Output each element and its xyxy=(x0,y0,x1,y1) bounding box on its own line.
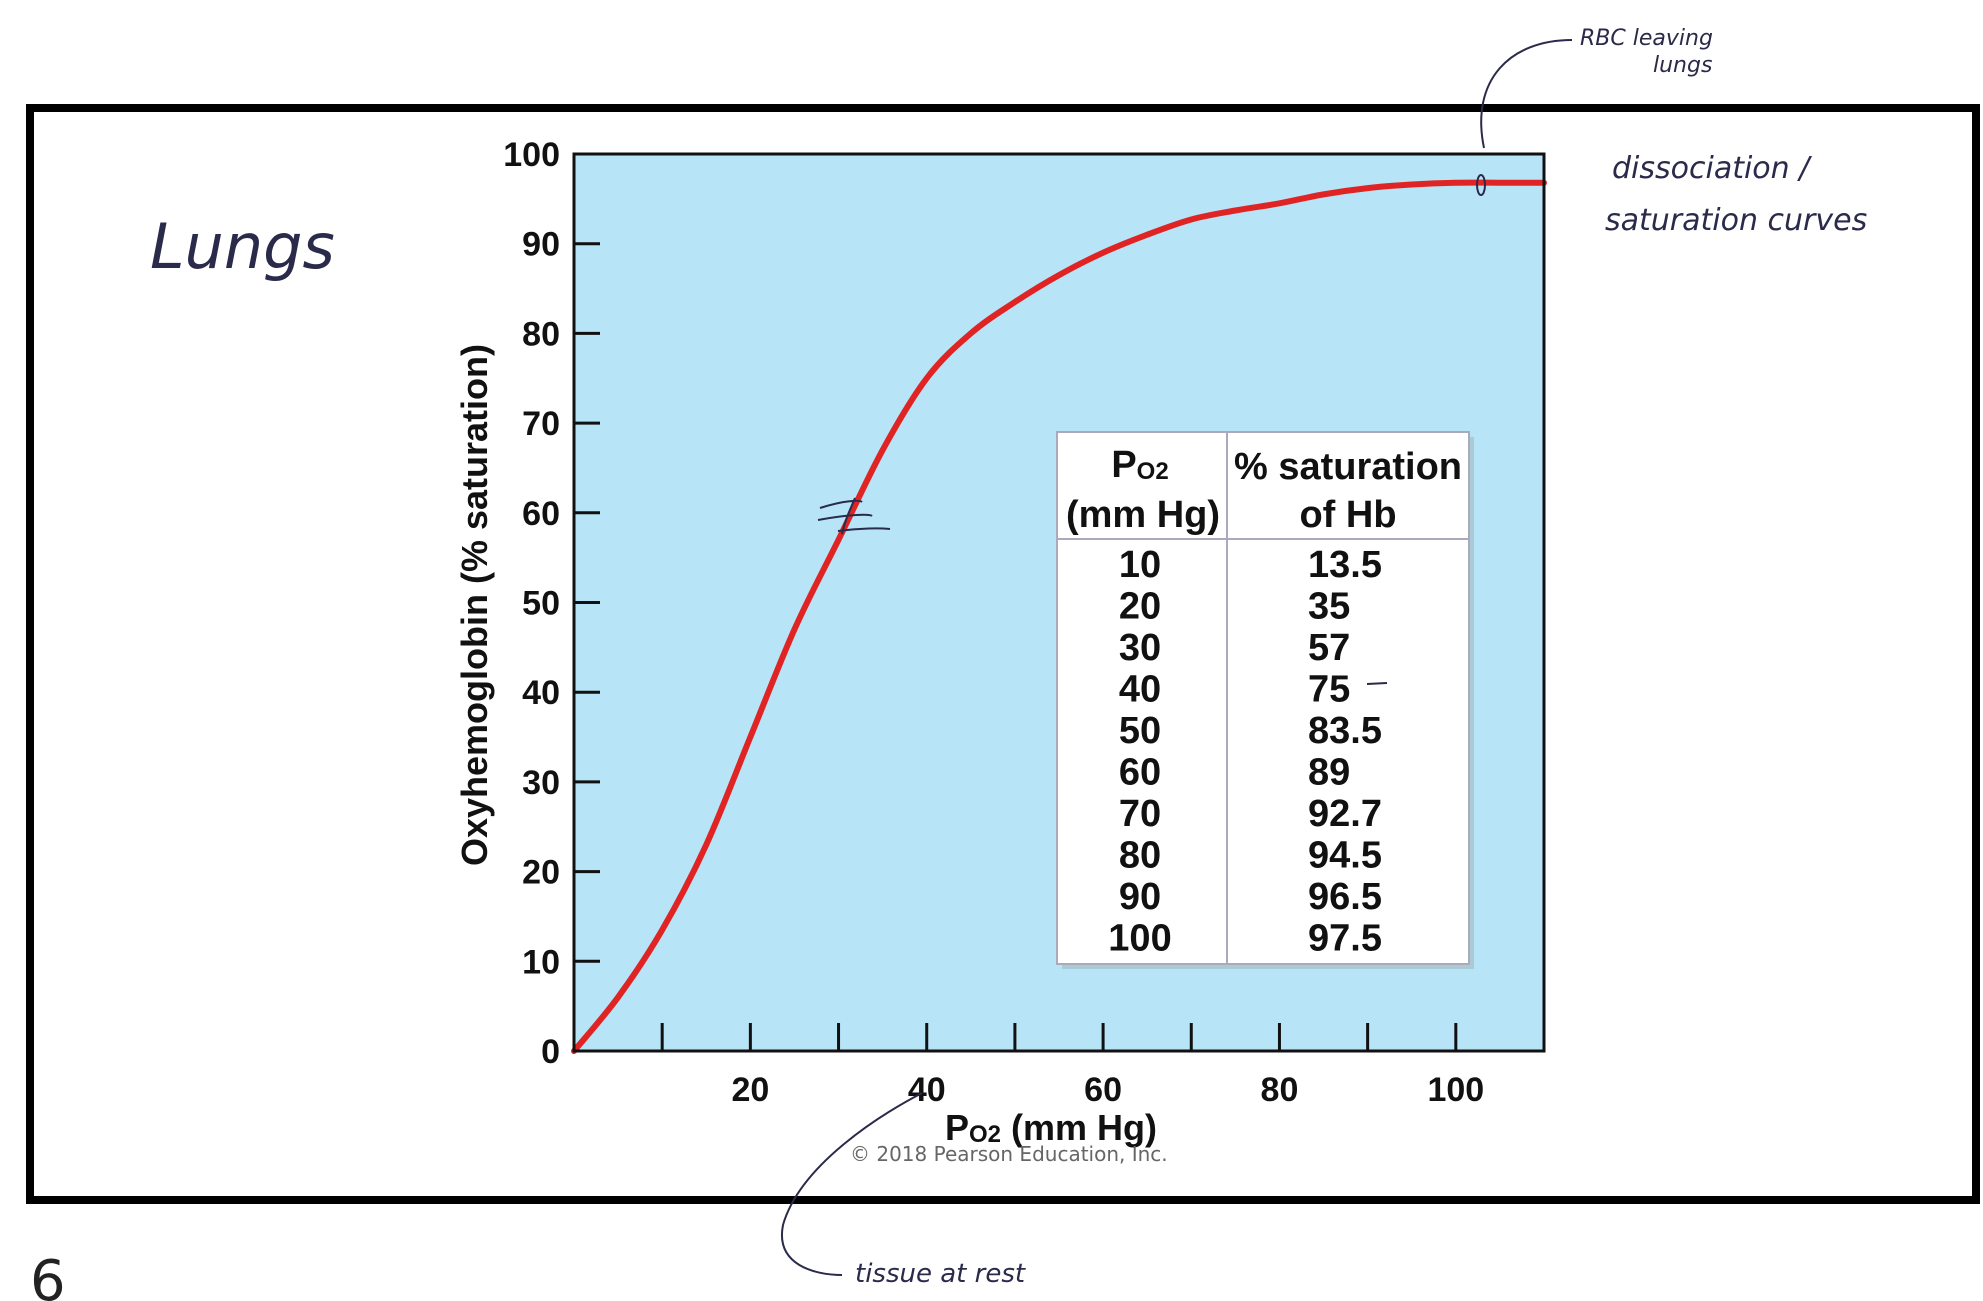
copyright: © 2018 Pearson Education, Inc. xyxy=(850,1142,1168,1166)
slide-number: 6 xyxy=(30,1249,66,1301)
table-cell-po2: 100 xyxy=(1108,918,1171,960)
table-header-po2-sub: O2 xyxy=(1137,458,1169,485)
x-axis-title-sub: O2 xyxy=(969,1121,1001,1148)
y-axis-title: Oxyhemoglobin (% saturation) xyxy=(454,344,495,866)
table-cell-po2: 70 xyxy=(1119,793,1161,835)
table-header-po2: PO2 xyxy=(1111,444,1168,486)
table-cell-po2: 30 xyxy=(1119,627,1161,669)
x-tick-label: 60 xyxy=(1084,1071,1122,1109)
y-tick-label: 10 xyxy=(522,943,560,981)
table-cell-po2: 60 xyxy=(1119,752,1161,794)
table-box xyxy=(1056,431,1470,965)
table-cell-saturation: 96.5 xyxy=(1308,876,1382,918)
tissue-pointer-line xyxy=(780,1092,923,1276)
annotation-rbc-line2: lungs xyxy=(1653,53,1712,78)
table-cell-po2: 90 xyxy=(1119,876,1161,918)
table-cell-po2: 80 xyxy=(1119,835,1161,877)
midcurve-scribble xyxy=(817,497,891,535)
slide-frame xyxy=(26,104,1980,1204)
table-header-saturation: % saturation xyxy=(1234,446,1462,488)
y-axis: 0 10 20 30 40 50 60 70 80 90 100 xyxy=(503,136,600,1071)
table-rows: 10 13.5 20 35 30 57 40 75 50 83.5 60 89 70 92.7 80 94.5… xyxy=(1108,544,1382,960)
handwritten-annotations xyxy=(780,39,1573,1276)
data-table: PO2 (mm Hg) % saturation of Hb 10 13.520 3… xyxy=(1056,431,1474,969)
annotation-dissociation-line1: dissociation / xyxy=(1612,151,1812,186)
y-tick-label: 60 xyxy=(522,495,560,533)
table-cell-saturation: 35 xyxy=(1308,586,1350,628)
annotation-rbc-line1: RBC leaving xyxy=(1580,26,1713,51)
table-header-po2-main: P xyxy=(1111,444,1136,486)
x-tick-label: 80 xyxy=(1261,1071,1299,1109)
rbc-pointer-line xyxy=(1480,39,1573,149)
y-tick-label: 70 xyxy=(522,405,560,443)
table-cell-saturation: 97.5 xyxy=(1308,918,1382,960)
rbc-point-marker xyxy=(1476,174,1486,196)
table-cell-saturation: 75 xyxy=(1308,669,1350,711)
y-tick-label: 0 xyxy=(541,1033,560,1071)
table-cell-po2: 50 xyxy=(1119,710,1161,752)
x-tick-label: 20 xyxy=(731,1071,769,1109)
y-tick-label: 20 xyxy=(522,854,560,892)
table-cell-saturation: 92.7 xyxy=(1308,793,1382,835)
y-tick-label: 100 xyxy=(503,136,560,174)
y-tick-label: 90 xyxy=(522,226,560,264)
x-tick-label: 100 xyxy=(1427,1071,1484,1109)
x-tick-label: 40 xyxy=(908,1071,946,1109)
annotation-lungs: Lungs xyxy=(150,210,335,283)
table-cell-saturation: 89 xyxy=(1308,752,1350,794)
table-cell-po2: 40 xyxy=(1119,669,1161,711)
table-header-unit: (mm Hg) xyxy=(1066,494,1220,536)
table-cell-saturation: 57 xyxy=(1308,627,1350,669)
annotation-tissue: tissue at rest xyxy=(855,1259,1026,1289)
table-cell-po2: 10 xyxy=(1119,544,1161,586)
x-axis-title: PO2 (mm Hg) xyxy=(945,1107,1157,1148)
x-axis: 20 40 60 80 100 xyxy=(660,1023,1484,1109)
plot-frame xyxy=(572,152,1546,1053)
y-tick-label: 80 xyxy=(522,315,560,353)
y-tick-label: 50 xyxy=(522,585,560,623)
y-tick-label: 30 xyxy=(522,764,560,802)
table-cell-saturation: 94.5 xyxy=(1308,835,1382,877)
annotation-dissociation-line2: saturation curves xyxy=(1605,203,1867,238)
table-dash-mark xyxy=(1366,682,1388,685)
table-cell-po2: 20 xyxy=(1119,586,1161,628)
table-cell-saturation: 13.5 xyxy=(1308,544,1382,586)
table-cell-saturation: 83.5 xyxy=(1308,710,1382,752)
dissociation-curve xyxy=(571,179,1547,1054)
x-axis-title-unit: (mm Hg) xyxy=(1001,1107,1157,1148)
table-header-of-hb: of Hb xyxy=(1299,494,1396,536)
x-axis-title-main: P xyxy=(945,1107,969,1148)
y-tick-label: 40 xyxy=(522,674,560,712)
